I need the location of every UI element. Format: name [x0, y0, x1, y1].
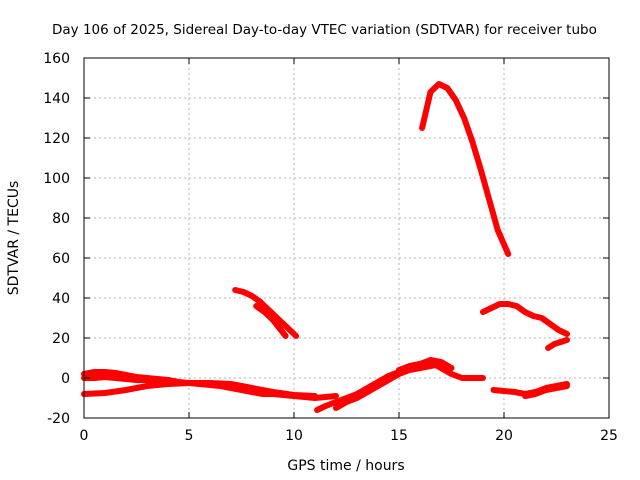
series-arc-10 — [480, 301, 570, 337]
x-tick-label: 5 — [185, 428, 194, 444]
y-tick-label: 160 — [43, 51, 70, 67]
y-tick-label: 0 — [61, 371, 70, 387]
x-tick-label: 10 — [285, 428, 303, 444]
series-arc-7 — [333, 361, 444, 411]
x-tick-label: 25 — [600, 428, 618, 444]
y-tick-label: 120 — [43, 131, 70, 147]
plot-frame — [83, 57, 610, 419]
series-arc-8 — [396, 357, 455, 373]
grid-lines — [84, 58, 609, 418]
series-arc-13 — [522, 383, 570, 399]
y-tick-label: 40 — [52, 291, 70, 307]
series-arc-3 — [81, 374, 171, 385]
series-arc-5 — [253, 303, 289, 339]
axis-ticks — [83, 57, 610, 419]
series-arc-11 — [545, 337, 570, 351]
x-tick-label: 15 — [390, 428, 408, 444]
x-axis-label: GPS time / hours — [287, 458, 404, 474]
y-tick-label: 140 — [43, 91, 70, 107]
x-tick-label: 0 — [80, 428, 89, 444]
y-tick-label: 60 — [52, 251, 70, 267]
series-arc-2 — [81, 380, 318, 399]
y-axis-label: SDTVAR / TECUs — [6, 181, 22, 296]
y-tick-label: 80 — [52, 211, 70, 227]
series-arc-9 — [419, 81, 512, 257]
y-tick-label: 100 — [43, 171, 70, 187]
y-tick-label: -20 — [47, 411, 70, 427]
series-layer — [81, 81, 570, 413]
series-arc-4 — [232, 287, 300, 339]
x-tick-label: 20 — [495, 428, 513, 444]
y-tick-label: 20 — [52, 331, 70, 347]
chart-title: Day 106 of 2025, Sidereal Day-to-day VTE… — [52, 22, 597, 38]
